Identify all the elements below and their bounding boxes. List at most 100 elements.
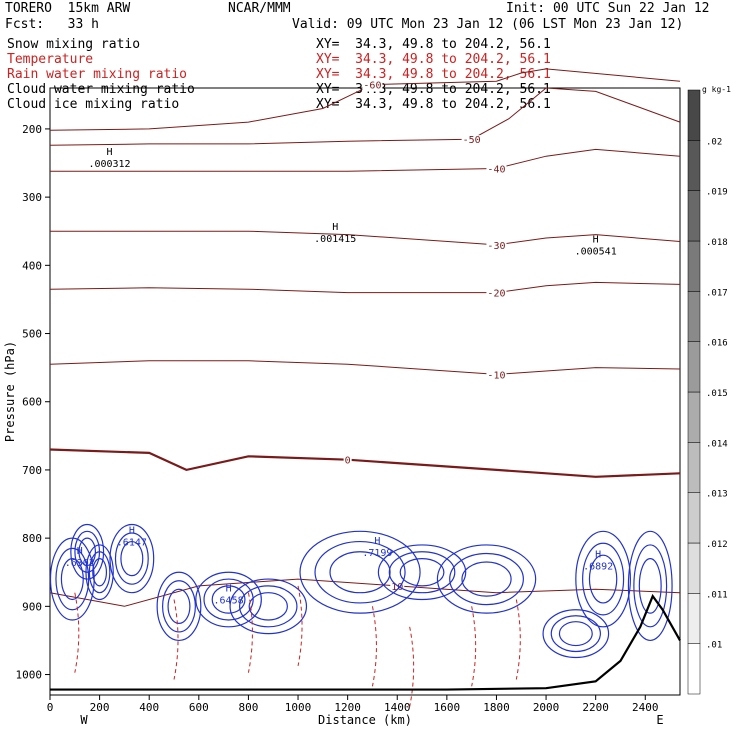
- colorbar-tick-label: .01: [706, 641, 722, 651]
- colorbar-tick-label: .014: [706, 439, 728, 449]
- isotherm-line: [50, 148, 681, 172]
- colorbar-tick-label: .015: [706, 389, 728, 399]
- y-tick-label: 900: [22, 600, 42, 613]
- isotherm-label: 10: [391, 582, 403, 593]
- max-value: .6458: [214, 596, 244, 607]
- colorbar-segment: [687, 442, 701, 493]
- colorbar-tick-label: .017: [706, 288, 728, 298]
- field-name: Cloud water mixing ratio: [7, 82, 195, 97]
- cloud-contour: [582, 542, 625, 616]
- cloud-contour: [575, 530, 631, 628]
- isotherm-label: -60: [363, 81, 381, 92]
- x-tick-label: 600: [189, 701, 209, 714]
- cloud-contour: [436, 544, 537, 614]
- rain-contour: [247, 592, 253, 673]
- colorbar-segment: [687, 643, 701, 695]
- isotherm-label: -30: [487, 241, 505, 252]
- colorbar-segment: [687, 391, 701, 443]
- cloud-contour: [85, 544, 114, 601]
- x-tick-label: 2000: [533, 701, 560, 714]
- isotherm-label-bg: [486, 288, 507, 300]
- field-xy-range: XY= 34.3, 49.8 to 204.2, 56.1: [316, 52, 551, 67]
- field-name: Rain water mixing ratio: [7, 67, 188, 82]
- field-xy-range: XY= 34.3, 49.8 to 204.2, 56.1: [316, 97, 551, 112]
- isotherm-line: [49, 281, 681, 294]
- y-tick-label: 300: [22, 191, 42, 204]
- colorbar-segment: [687, 542, 701, 594]
- cloud-contour: [120, 540, 144, 577]
- rain-contour: [409, 626, 415, 707]
- x-tick-label: 800: [238, 701, 258, 714]
- y-tick-label: 1000: [16, 669, 43, 682]
- cloud-contour: [627, 530, 673, 642]
- y-axis-label: Pressure (hPa): [3, 341, 17, 442]
- y-tick-label: 700: [22, 464, 42, 477]
- x-tick-label: 1000: [285, 701, 312, 714]
- max-marker: H: [593, 234, 599, 245]
- isotherm-label: -10: [487, 370, 505, 381]
- cloud-contour: [167, 588, 191, 624]
- east-label: E: [656, 713, 663, 727]
- cloud-contour: [88, 551, 111, 594]
- y-tick-label: 400: [22, 259, 42, 272]
- x-tick-label: 1800: [483, 701, 510, 714]
- isotherm-line: [49, 360, 681, 375]
- x-tick-label: 0: [47, 701, 54, 714]
- colorbar-segment: [687, 341, 701, 393]
- rain-contour: [297, 585, 303, 666]
- max-value: .6302: [65, 558, 95, 569]
- cloud-contour: [633, 544, 668, 628]
- colorbar-tick-label: .02: [706, 137, 722, 147]
- cloud-contour: [314, 540, 406, 604]
- colorbar-tick-label: .016: [706, 339, 728, 349]
- y-tick-label: 200: [22, 123, 42, 136]
- cloud-contour: [203, 578, 254, 621]
- x-tick-label: 2200: [582, 701, 609, 714]
- isotherm-label-bg: [343, 455, 352, 467]
- max-marker: H: [374, 536, 380, 547]
- cloud-contour: [92, 557, 108, 587]
- max-marker: H: [107, 147, 113, 158]
- cloud-contour: [461, 561, 512, 597]
- init-time: Init: 00 UTC Sun 22 Jan 12: [506, 1, 710, 16]
- field-xy-range: XY= 34.3, 49.8 to 204.2, 56.1: [316, 67, 551, 82]
- isotherm-label-bg: [461, 135, 482, 147]
- max-marker: H: [595, 549, 601, 560]
- x-tick-label: 1400: [384, 701, 411, 714]
- isotherm-line: [49, 68, 681, 131]
- colorbar-segment: [687, 492, 701, 544]
- cloud-contour: [399, 557, 445, 587]
- cloud-contour: [550, 615, 601, 653]
- west-label: W: [80, 713, 88, 727]
- isotherm-label: -20: [487, 289, 505, 300]
- cloud-contour: [60, 557, 84, 601]
- field-name: Temperature: [7, 52, 94, 67]
- rain-contour: [471, 606, 477, 687]
- y-tick-label: 800: [22, 532, 42, 545]
- rain-contour: [515, 599, 521, 680]
- isotherm-line: [49, 448, 681, 478]
- field-name: Snow mixing ratio: [7, 37, 141, 52]
- max-value: .6147: [117, 538, 147, 549]
- isotherm-line: [50, 230, 681, 246]
- max-value: .000541: [575, 246, 617, 257]
- cloud-contour: [109, 523, 155, 594]
- colorbar-tick-label: .012: [706, 540, 728, 550]
- cloud-contour: [388, 551, 456, 594]
- colorbar-tick-label: .019: [706, 188, 728, 198]
- cloud-contour: [70, 523, 105, 580]
- max-marker: H: [129, 526, 135, 537]
- colorbar-segment: [687, 593, 701, 644]
- colorbar-segment: [687, 140, 701, 191]
- cloud-contour: [239, 585, 298, 628]
- max-marker: H: [332, 222, 338, 233]
- cloud-contour: [162, 580, 196, 633]
- cloud-contour: [542, 609, 610, 659]
- isotherm-line: [49, 87, 681, 146]
- x-tick-label: 200: [90, 701, 110, 714]
- x-tick-label: 2400: [632, 701, 659, 714]
- colorbar-segment: [687, 190, 701, 242]
- y-tick-label: 600: [22, 396, 42, 409]
- colorbar-units: g kg-1: [702, 85, 731, 94]
- max-marker: H: [226, 584, 232, 595]
